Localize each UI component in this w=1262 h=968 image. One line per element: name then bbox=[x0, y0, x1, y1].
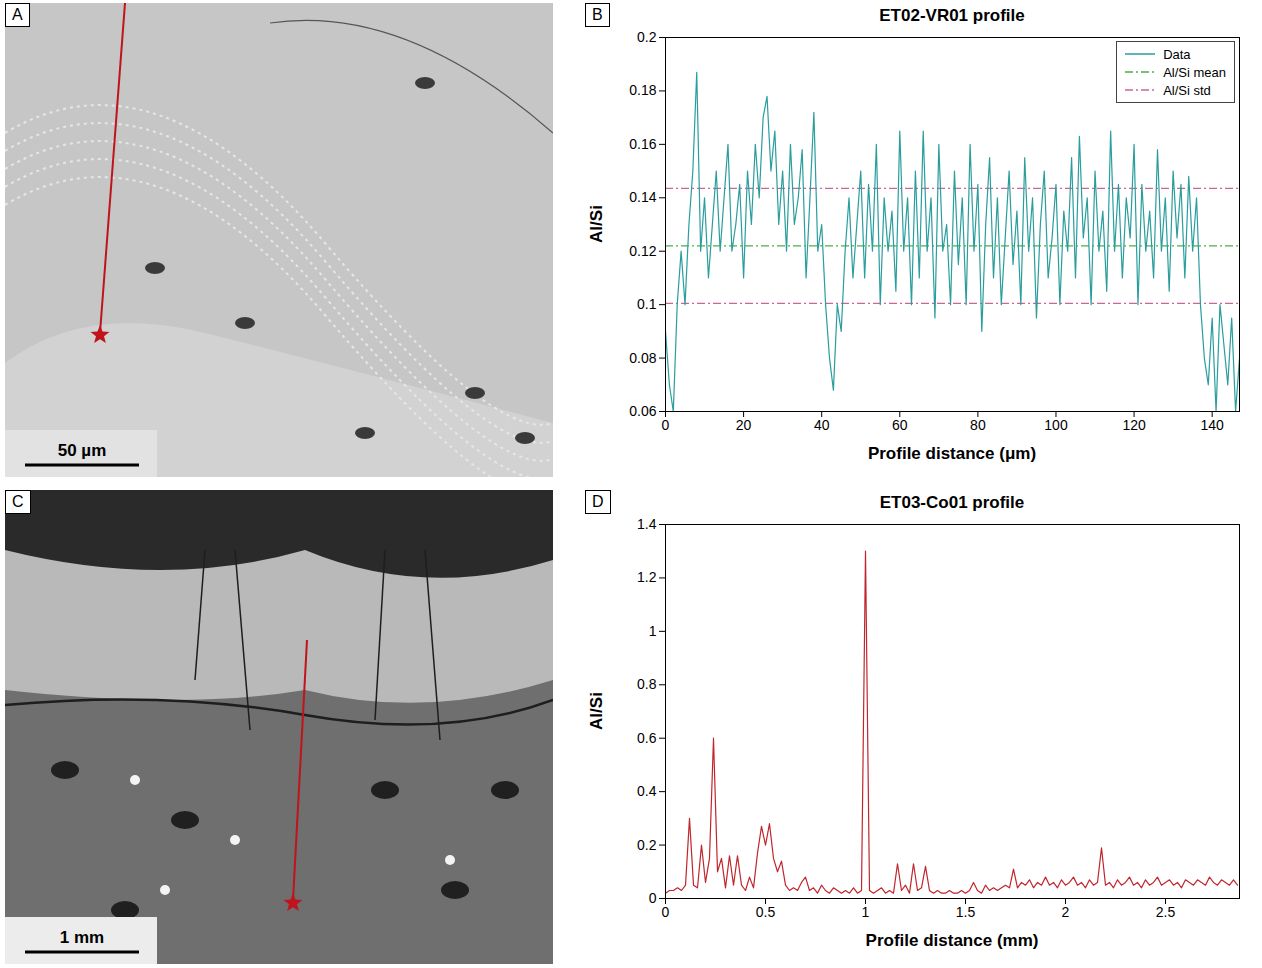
svg-text:0: 0 bbox=[649, 890, 657, 906]
svg-text:0.08: 0.08 bbox=[629, 350, 656, 366]
svg-text:2: 2 bbox=[1062, 904, 1070, 920]
svg-text:0.5: 0.5 bbox=[756, 904, 776, 920]
svg-text:1.2: 1.2 bbox=[637, 569, 657, 585]
svg-text:140: 140 bbox=[1200, 417, 1224, 433]
html-text:C: C bbox=[12, 493, 24, 510]
html-text:Profile distance (mm): Profile distance (mm) bbox=[865, 931, 1039, 950]
html-text:Al/Si: Al/Si bbox=[587, 205, 606, 243]
svg-text:0: 0 bbox=[662, 904, 670, 920]
svg-text:0.2: 0.2 bbox=[637, 29, 657, 45]
html-text:Data: Data bbox=[1163, 46, 1191, 62]
svg-text:40: 40 bbox=[814, 417, 830, 433]
svg-text:0.4: 0.4 bbox=[637, 783, 657, 799]
html-text:ET02-VR01 profile: ET02-VR01 profile bbox=[879, 6, 1025, 25]
html-text:B: B bbox=[592, 6, 603, 23]
svg-text:0.16: 0.16 bbox=[629, 136, 656, 152]
svg-text:1: 1 bbox=[649, 623, 657, 639]
html-text:D: D bbox=[592, 493, 604, 510]
html-text:Al/Si mean: Al/Si mean bbox=[1163, 64, 1226, 80]
svg-text:0.18: 0.18 bbox=[629, 82, 656, 98]
html-text:Profile distance (μm): Profile distance (μm) bbox=[867, 444, 1037, 463]
svg-text:0.12: 0.12 bbox=[629, 243, 656, 259]
svg-text:0.6: 0.6 bbox=[637, 730, 657, 746]
svg-text:1: 1 bbox=[862, 904, 870, 920]
svg-text:0.14: 0.14 bbox=[629, 189, 656, 205]
svg-text:2.5: 2.5 bbox=[1156, 904, 1176, 920]
svg-text:120: 120 bbox=[1122, 417, 1146, 433]
html-text:ET03-Co01 profile: ET03-Co01 profile bbox=[879, 493, 1025, 512]
html-text:Al/Si std: Al/Si std bbox=[1163, 82, 1211, 98]
html-text:Al/Si: Al/Si bbox=[587, 692, 606, 730]
svg-text:50 µm: 50 µm bbox=[58, 441, 107, 460]
html-text:A: A bbox=[12, 6, 23, 23]
svg-text:1 mm: 1 mm bbox=[60, 928, 104, 947]
svg-text:0.2: 0.2 bbox=[637, 837, 657, 853]
svg-text:1.4: 1.4 bbox=[637, 516, 657, 532]
svg-text:20: 20 bbox=[736, 417, 752, 433]
svg-text:0.8: 0.8 bbox=[637, 676, 657, 692]
svg-text:0.1: 0.1 bbox=[637, 296, 657, 312]
svg-text:0: 0 bbox=[662, 417, 670, 433]
svg-text:80: 80 bbox=[970, 417, 986, 433]
svg-text:0.06: 0.06 bbox=[629, 403, 656, 419]
svg-text:1.5: 1.5 bbox=[956, 904, 976, 920]
svg-text:100: 100 bbox=[1044, 417, 1068, 433]
svg-text:60: 60 bbox=[892, 417, 908, 433]
